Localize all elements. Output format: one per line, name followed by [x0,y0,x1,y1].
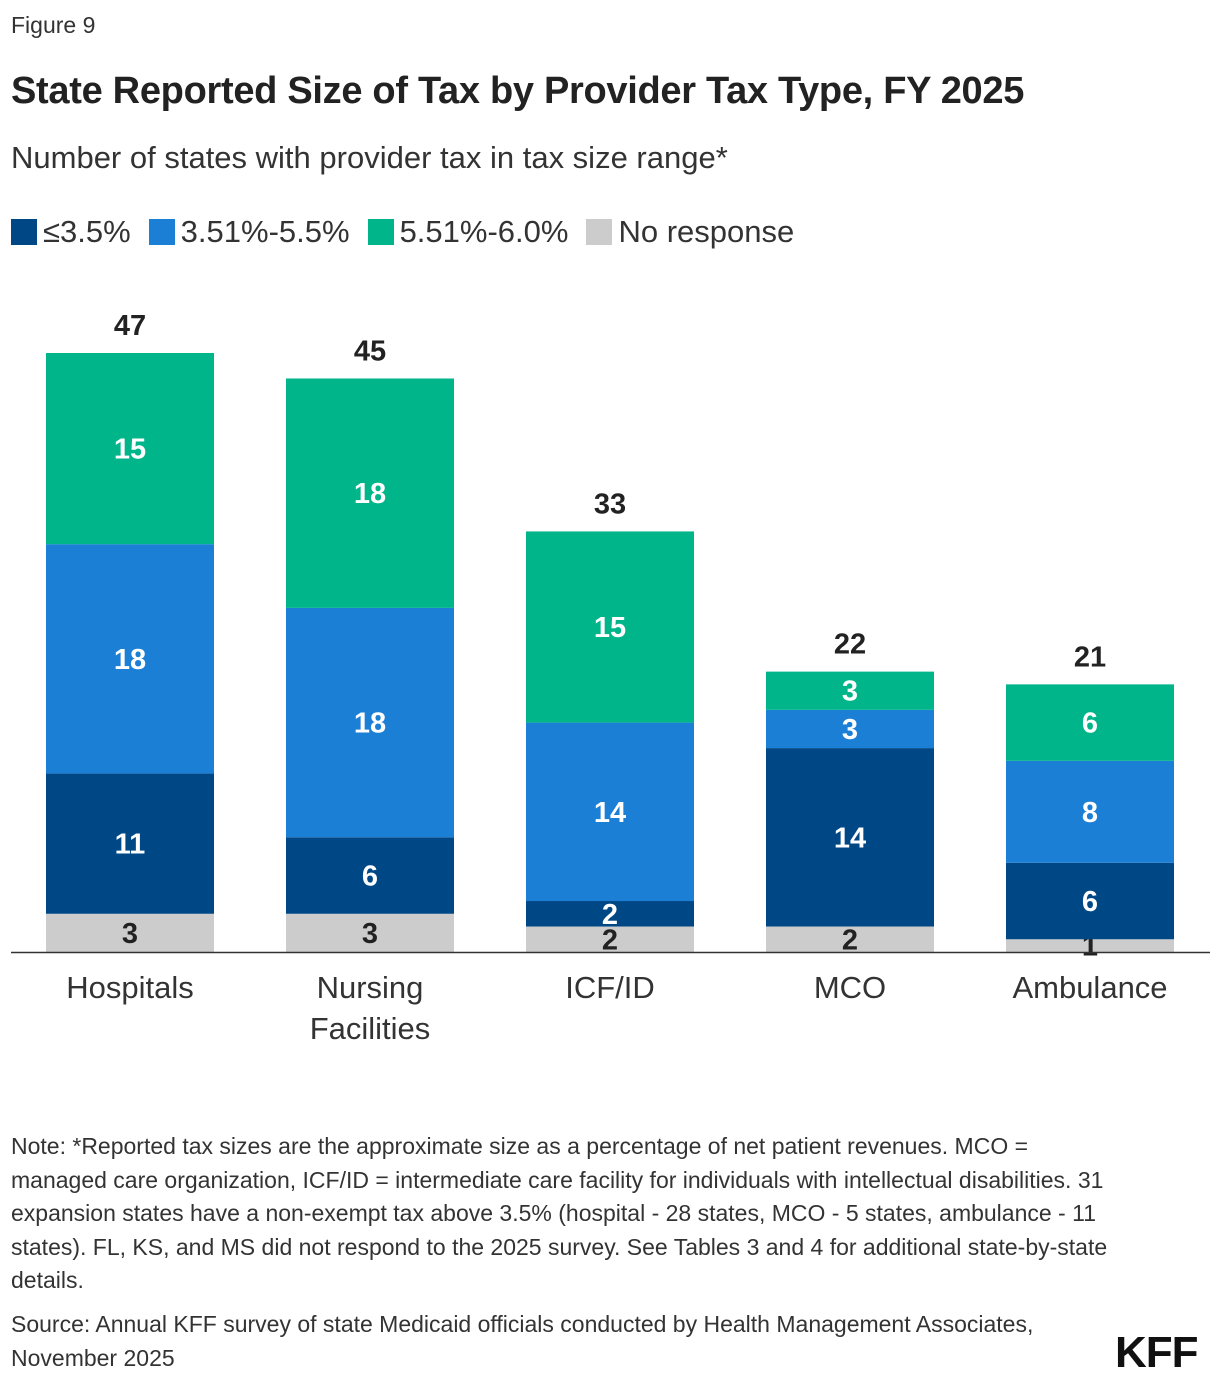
data-label: 14 [834,822,866,854]
legend-label: No response [618,214,795,249]
data-label: 6 [362,861,378,893]
total-label: 22 [834,629,866,661]
bar-segment [526,531,694,723]
data-label: 3 [842,676,858,708]
legend: ≤3.5% 3.51%-5.5% 5.51%-6.0% No response [11,214,812,250]
data-label: 6 [1082,708,1098,740]
legend-swatch [367,219,394,245]
total-label: 33 [594,488,626,520]
bar-segment [526,926,694,952]
figure-label: Figure 9 [11,12,96,38]
bar-segment [46,353,214,545]
data-label: 11 [115,829,146,861]
data-label: 3 [362,918,378,950]
data-label: 3 [122,918,138,950]
bar-segment [1006,684,1174,761]
bar-segment [286,378,454,608]
legend-swatch [148,219,175,245]
bar-segment [526,901,694,927]
data-label: 18 [114,644,146,676]
bar-segment [286,607,454,838]
bar-segment [526,722,694,902]
bar-segment [766,748,934,927]
total-label: 21 [1074,641,1106,673]
total-label: 47 [114,310,146,342]
chart-subtitle: Number of states with provider tax in ta… [11,140,728,175]
chart-title: State Reported Size of Tax by Provider T… [11,70,1025,112]
data-label: 18 [354,708,386,740]
chart-note: Note: *Reported tax sizes are the approx… [11,1133,1108,1293]
total-label: 45 [354,335,386,367]
data-label: 2 [602,924,618,956]
bar-segment [766,671,934,710]
data-label: 2 [842,924,858,956]
legend-label: 5.51%-6.0% [399,214,569,249]
data-label: 6 [1082,886,1098,918]
category-label: MCO [814,970,886,1005]
category-label: Nursing [317,970,424,1005]
bar-segment [766,709,934,749]
bar-segment [46,544,214,774]
legend-label: ≤3.5% [43,214,131,249]
chart-source: Source: Annual KFF survey of state Medic… [11,1311,1034,1371]
legend-item: 3.51%-5.5% [148,214,350,250]
kff-logo: KFF [1115,1328,1199,1377]
bar-segment [1006,939,1174,952]
category-label: Hospitals [66,970,194,1005]
bar-segment [286,837,454,914]
bar-segment [1006,862,1174,940]
legend-swatch [586,219,613,245]
data-label: 3 [842,714,858,746]
legend-label: 3.51%-5.5% [180,214,350,249]
data-label: 15 [114,434,146,466]
bar-segment [286,913,454,952]
bar-segment [46,773,214,914]
data-label: 18 [354,478,386,510]
bar-segment [46,913,214,952]
bar-segment [766,926,934,952]
data-label: 8 [1082,797,1098,829]
legend-swatch [11,219,37,245]
legend-item: No response [586,214,794,250]
category-label: ICF/ID [565,970,655,1005]
category-label: Facilities [310,1011,431,1046]
data-label: 15 [594,612,626,644]
data-label: 14 [594,797,626,829]
legend-item: 5.51%-6.0% [367,214,569,250]
category-label: Ambulance [1012,970,1167,1005]
bar-segment [1006,760,1174,863]
data-label: 2 [602,899,618,931]
legend-item: ≤3.5% [11,214,131,250]
stacked-bar-chart: 3 11 18 15 47 Hospitals 3 6 18 18 45 Nursing Facilit… [11,310,1210,1046]
